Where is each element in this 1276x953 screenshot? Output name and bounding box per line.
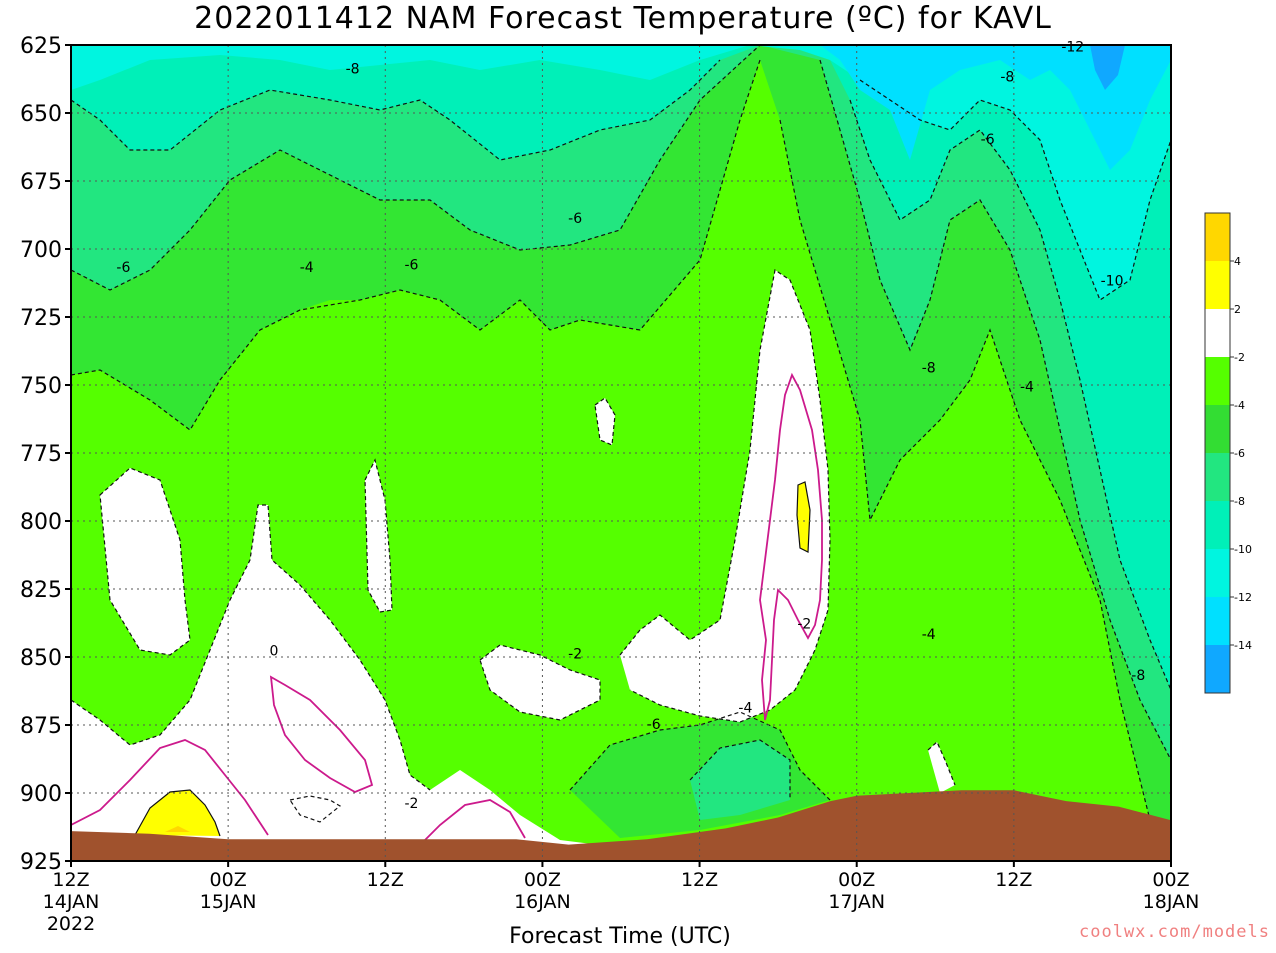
band-minus12-minus14 [820, 45, 1171, 170]
colorbar-label: -6 [1234, 447, 1245, 460]
contour-label: -8 [922, 361, 936, 377]
positive-contours [134, 481, 811, 837]
contour-label: -4 [922, 627, 936, 643]
y-tick-label: 800 [20, 510, 62, 535]
colorbar-band [1205, 453, 1230, 501]
colorbar-band [1205, 357, 1230, 405]
band-white-lobe1 [100, 468, 190, 655]
colorbar-label: -8 [1234, 495, 1245, 508]
x-tick-label: 15JAN [200, 891, 257, 913]
band-white-small [928, 742, 955, 793]
contour-label: -2 [568, 646, 582, 662]
band-gold-left [165, 826, 190, 832]
colorbar: 4 2 -2 -4 -6 -8 -10 -12 -14 [1204, 212, 1252, 694]
contour-label: -6 [404, 257, 418, 273]
band-yellow-center [797, 482, 810, 552]
contour-label: -8 [346, 61, 360, 77]
contour-label: -4 [1020, 380, 1034, 396]
x-tick-label: 12Z [367, 869, 404, 891]
x-tick-label: 00Z [524, 869, 561, 891]
y-tick-label: 825 [20, 578, 62, 603]
contour-label: -6 [116, 260, 130, 276]
y-tick-label: 875 [20, 714, 62, 739]
contour-label: -8 [1000, 70, 1014, 86]
y-tick-label: 750 [20, 374, 62, 399]
contour-label: -10 [1101, 274, 1124, 290]
x-tick-label: 17JAN [828, 891, 885, 913]
colorbar-band [1205, 501, 1230, 549]
x-tick-label: 00Z [1152, 869, 1189, 891]
x-tick-label: 00Z [838, 869, 875, 891]
colorbar-label: -12 [1234, 591, 1252, 604]
x-tick-label: 12Z [681, 869, 718, 891]
colorbar-band [1205, 549, 1230, 597]
contour-label: -6 [981, 132, 995, 148]
band-minus8-minus10 [71, 45, 1171, 690]
band-minus14-minus16 [1090, 45, 1125, 90]
contour-label: -6 [647, 717, 661, 733]
contour-label: -12 [1061, 40, 1084, 56]
temperature-field [71, 45, 1171, 861]
band-minus6-minus8 [71, 45, 1171, 760]
credit-text: coolwx.com/models [1079, 922, 1270, 942]
x-tick-label: 00Z [210, 869, 247, 891]
contour-label: -8 [1131, 668, 1145, 684]
y-tick-label: 675 [20, 170, 62, 195]
x-tick-label: 14JAN [43, 891, 100, 913]
x-axis-title: Forecast Time (UTC) [509, 924, 731, 949]
contour-label: -2 [797, 616, 811, 632]
colorbar-band [1205, 405, 1230, 453]
band-yellow-left [135, 790, 220, 836]
x-tick-label: 2022 [47, 913, 95, 935]
x-tick-label: 12Z [52, 869, 89, 891]
terrain-ground [71, 790, 1171, 861]
x-tick-label: 12Z [995, 869, 1032, 891]
colorbar-label: -4 [1234, 399, 1245, 412]
contour-label: -2 [404, 796, 418, 812]
y-tick-label: 775 [20, 442, 62, 467]
colorbar-label: 4 [1234, 255, 1241, 268]
colorbar-band [1205, 261, 1230, 309]
colorbar-band [1205, 597, 1230, 645]
band-white-lobe4 [595, 398, 615, 445]
band-white-center [620, 270, 830, 722]
band-white-left [71, 505, 600, 861]
y-axis: 625 650 675 700 725 750 775 800 825 850 875 900 925 [20, 34, 71, 875]
colorbar-label: -10 [1234, 543, 1252, 556]
y-tick-label: 725 [20, 306, 62, 331]
y-tick-label: 900 [20, 782, 62, 807]
y-tick-label: 850 [20, 646, 62, 671]
x-tick-label: 18JAN [1143, 891, 1200, 913]
chart-title: 2022011412 NAM Forecast Temperature (ºC)… [194, 1, 1052, 36]
y-tick-label: 650 [20, 102, 62, 127]
colorbar-band [1205, 309, 1230, 357]
colorbar-label: 2 [1234, 303, 1241, 316]
contour-label: -4 [738, 701, 752, 717]
band-white-lobe3 [480, 645, 600, 720]
zero-contours [71, 372, 823, 846]
y-tick-label: 925 [20, 850, 62, 875]
colorbar-band [1205, 213, 1230, 261]
colorbar-label: -2 [1234, 351, 1245, 364]
contour-label: -4 [300, 260, 314, 276]
grid-lines [71, 45, 1171, 861]
colorbar-band [1205, 645, 1230, 693]
contour-label: 0 [270, 644, 279, 660]
contour-label: -6 [568, 211, 582, 227]
x-tick-label: 16JAN [514, 891, 571, 913]
band-minus6-minus8-lower [690, 740, 790, 820]
colorbar-label: -14 [1234, 639, 1252, 652]
y-tick-label: 700 [20, 238, 62, 263]
contour-labels: -8 -8 -12 -6 -6 -6 -4 -6 -10 -8 -4 0 -2 -2 -4 -4 -6 -8 -2 [116, 40, 1145, 812]
y-tick-label: 625 [20, 34, 62, 59]
dashed-contours [71, 45, 1171, 823]
